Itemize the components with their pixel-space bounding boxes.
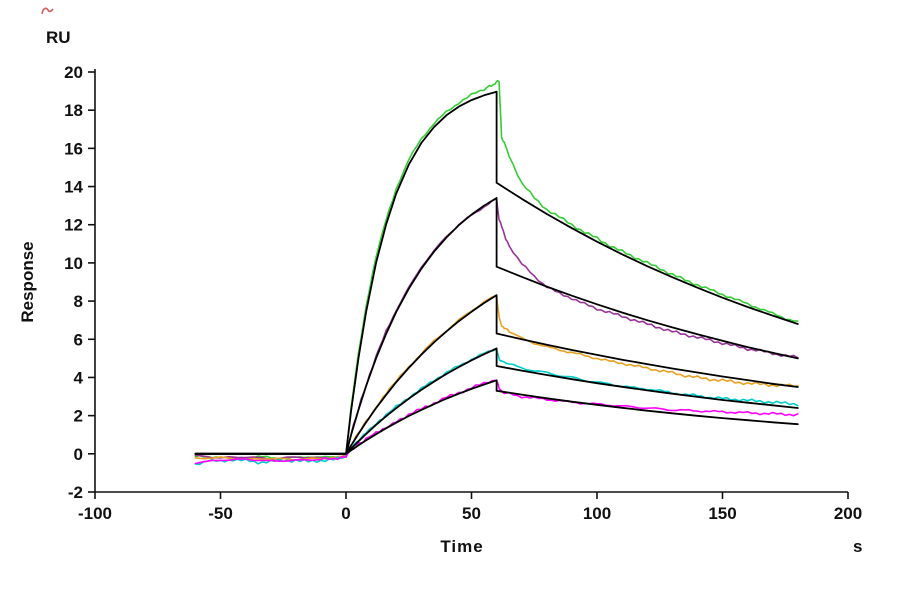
series-purple-fit bbox=[194, 197, 799, 455]
x-tick-label: 150 bbox=[708, 504, 736, 523]
x-axis-unit-label: s bbox=[853, 537, 863, 556]
x-tick-label: -100 bbox=[78, 504, 112, 523]
y-tick-label: 20 bbox=[64, 63, 83, 82]
series-magenta-data bbox=[194, 379, 799, 465]
x-tick-label: 0 bbox=[341, 504, 350, 523]
y-tick-label: 18 bbox=[64, 101, 83, 120]
series-green-fit bbox=[194, 90, 799, 455]
y-axis-title: Response bbox=[18, 241, 37, 323]
y-tick-label: 16 bbox=[64, 139, 83, 158]
y-tick-label: 12 bbox=[64, 216, 83, 235]
x-tick-label: 50 bbox=[462, 504, 481, 523]
x-tick-label: 100 bbox=[583, 504, 611, 523]
x-axis-title: Time bbox=[440, 537, 484, 556]
y-tick-label: 10 bbox=[64, 254, 83, 273]
series-orange-fit bbox=[194, 294, 799, 455]
y-axis-unit-label: RU bbox=[46, 28, 71, 47]
series-magenta-fit bbox=[194, 379, 799, 455]
y-tick-label: 4 bbox=[74, 368, 84, 387]
x-tick-label: 200 bbox=[834, 504, 862, 523]
y-tick-label: 6 bbox=[74, 330, 83, 349]
y-tick-label: 8 bbox=[74, 292, 83, 311]
x-tick-label: -50 bbox=[208, 504, 233, 523]
y-tick-label: 14 bbox=[64, 178, 83, 197]
series-cyan-fit bbox=[194, 347, 799, 455]
y-tick-label: 2 bbox=[74, 407, 83, 426]
corner-red-artifact bbox=[41, 7, 54, 15]
y-tick-label: 0 bbox=[74, 445, 83, 464]
y-tick-label: -2 bbox=[68, 483, 83, 502]
